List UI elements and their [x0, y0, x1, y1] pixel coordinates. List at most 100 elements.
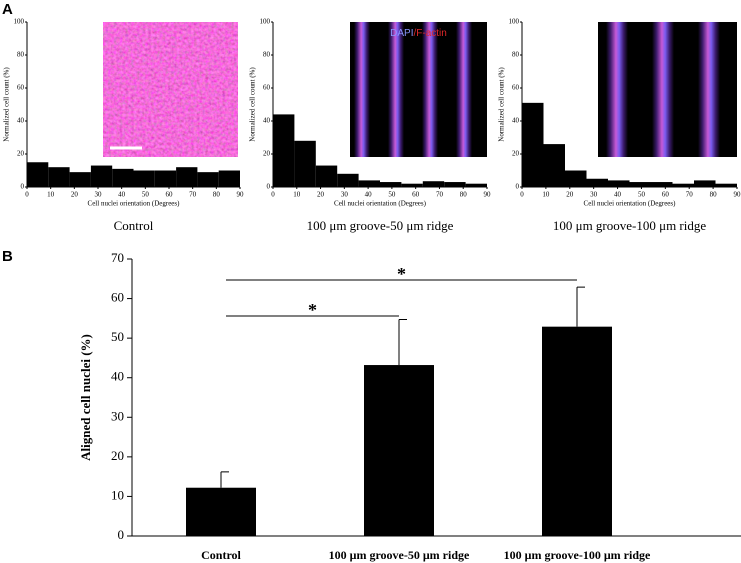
error-bar — [398, 319, 407, 366]
x-tick-label: 90 — [734, 191, 741, 199]
y-tick-label: 80 — [512, 51, 520, 59]
x-tick-label: 90 — [484, 191, 492, 199]
x-tick-label: 20 — [566, 191, 574, 199]
y-tick-label: 60 — [111, 290, 124, 305]
y-tick-label: 100 — [509, 18, 520, 26]
bar — [364, 365, 434, 536]
histogram-bar — [197, 172, 219, 187]
y-axis-label: Aligned cell nuclei (%) — [78, 334, 93, 461]
micrograph — [598, 22, 737, 157]
x-tick-label: 30 — [590, 191, 598, 199]
histogram-bar — [380, 182, 402, 187]
y-tick-label: 30 — [111, 408, 124, 423]
histogram-bar — [27, 162, 49, 187]
x-tick-label: 0 — [520, 191, 524, 199]
x-tick-label: 40 — [614, 191, 622, 199]
panel-letter: A — [2, 1, 13, 18]
x-tick-label: 100 μm groove-50 μm ridge — [329, 548, 470, 562]
histogram-bar — [133, 170, 155, 187]
x-tick-label: 50 — [638, 191, 646, 199]
x-tick-label: 10 — [542, 191, 550, 199]
y-axis-label: Normalized cell count (%) — [498, 67, 506, 142]
x-axis-label: Cell nuclei orientation (Degrees) — [88, 200, 181, 208]
histogram-bar — [112, 168, 134, 187]
x-tick-label: 0 — [271, 191, 275, 199]
y-tick-label: 20 — [17, 150, 25, 158]
inset-label-part: DAPI — [390, 28, 413, 39]
y-tick-label: 100 — [14, 18, 25, 26]
histogram-bar — [218, 170, 240, 187]
histogram-bar — [315, 165, 338, 187]
significance-label: * — [308, 300, 317, 320]
x-tick-label: 80 — [710, 191, 718, 199]
histogram-bar — [154, 170, 177, 187]
x-axis-label: Cell nuclei orientation (Degrees) — [334, 200, 427, 208]
x-tick-label: 20 — [71, 191, 79, 199]
x-tick-label: 50 — [388, 191, 396, 199]
histogram-bar — [522, 102, 544, 187]
y-tick-label: 40 — [17, 117, 25, 125]
significance-label: * — [397, 264, 406, 284]
histogram-bar — [651, 182, 673, 187]
y-tick-label: 50 — [111, 329, 124, 344]
x-tick-label: Control — [201, 548, 241, 562]
x-tick-label: 90 — [237, 191, 245, 199]
histogram-bar — [337, 173, 359, 187]
histogram-bar — [565, 170, 587, 187]
histogram-bar — [672, 183, 694, 187]
histogram-bar — [294, 140, 316, 187]
y-tick-label: 10 — [111, 487, 124, 502]
histogram-bar — [465, 183, 487, 187]
y-tick-label: 60 — [17, 84, 25, 92]
y-tick-label: 0 — [21, 183, 25, 191]
histogram-bar — [694, 180, 716, 187]
y-tick-label: 70 — [111, 250, 124, 265]
histogram-bar — [444, 182, 466, 187]
x-tick-label: 10 — [293, 191, 301, 199]
micrograph — [103, 22, 238, 157]
y-tick-label: 0 — [267, 183, 271, 191]
y-tick-label: 20 — [111, 448, 124, 463]
histogram-bar — [401, 183, 423, 187]
y-tick-label: 100 — [260, 18, 271, 26]
histogram-bar — [176, 167, 198, 187]
histogram-bar — [69, 172, 91, 187]
y-tick-label: 40 — [111, 369, 124, 384]
x-tick-label: 0 — [25, 191, 29, 199]
caption: 100 μm groove-50 μm ridge — [307, 218, 454, 233]
x-tick-label: 20 — [317, 191, 325, 199]
y-tick-label: 80 — [17, 51, 25, 59]
error-bar — [576, 286, 585, 327]
x-tick-label: 60 — [662, 191, 670, 199]
inset-images — [103, 22, 737, 157]
bar — [542, 326, 612, 536]
y-axis-label: Normalized cell count (%) — [249, 67, 257, 142]
inset-label: DAPI/F-actin — [390, 28, 447, 39]
x-tick-label: 50 — [142, 191, 150, 199]
x-tick-label: 60 — [166, 191, 174, 199]
error-bar — [220, 471, 229, 488]
x-tick-label: 10 — [47, 191, 55, 199]
y-tick-label: 0 — [118, 527, 125, 542]
histogram-bar — [715, 183, 737, 187]
histogram-bar — [629, 182, 651, 187]
histogram-bar — [48, 167, 70, 187]
x-tick-label: 30 — [341, 191, 349, 199]
y-tick-label: 40 — [512, 117, 520, 125]
histogram-bar — [90, 165, 113, 187]
x-tick-label: 40 — [118, 191, 126, 199]
x-tick-label: 80 — [213, 191, 221, 199]
histogram-bar — [422, 181, 445, 187]
y-tick-label: 60 — [512, 84, 520, 92]
y-axis-label: Normalized cell count (%) — [3, 67, 11, 142]
panel-letter: B — [2, 248, 13, 265]
histogram-bar — [608, 180, 630, 187]
inset-label-part: /F-actin — [414, 28, 447, 39]
x-tick-label: 70 — [189, 191, 197, 199]
x-tick-label: 60 — [412, 191, 420, 199]
x-tick-label: 70 — [686, 191, 694, 199]
caption: Control — [114, 218, 154, 233]
histogram-bar — [358, 180, 380, 187]
y-tick-label: 60 — [263, 84, 271, 92]
bar — [186, 487, 256, 536]
